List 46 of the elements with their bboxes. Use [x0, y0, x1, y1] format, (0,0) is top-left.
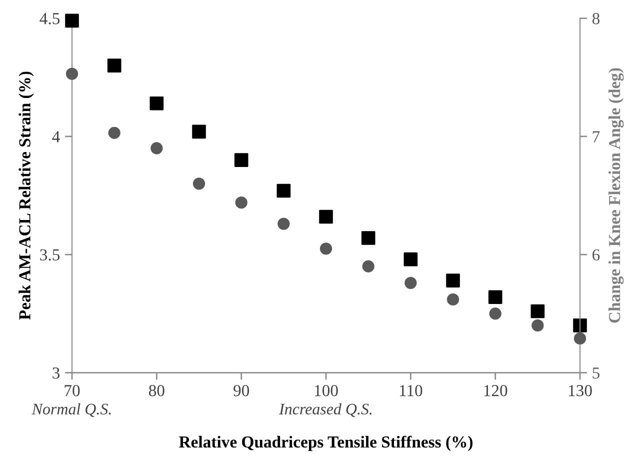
- point: [192, 178, 206, 190]
- x-axis-title: Relative Quadriceps Tensile Stiffness (%): [179, 436, 472, 452]
- point: [488, 290, 502, 304]
- point: [234, 153, 248, 167]
- x-tick-label: 120: [484, 384, 508, 396]
- y2-tick-label: 8: [592, 13, 600, 24]
- point: [574, 332, 586, 345]
- y-tick-label: 4.5: [40, 13, 60, 24]
- text: Normal Q.S.: [32, 403, 111, 417]
- text: Increased Q.S.: [278, 403, 372, 417]
- point: [573, 318, 587, 332]
- point: [150, 142, 163, 154]
- y2-tick-label: 7: [592, 131, 600, 142]
- point: [489, 308, 502, 320]
- point: [320, 242, 332, 255]
- point: [446, 274, 460, 288]
- point: [66, 68, 78, 80]
- point: [446, 293, 460, 306]
- y2-axis-title: Change in Knee Flexion Angle (deg): [608, 68, 624, 323]
- x-tick-label: 110: [400, 384, 422, 396]
- y-axis-title: Peak AM-ACL Relative Strain (%): [18, 72, 34, 320]
- point: [404, 252, 418, 266]
- point: [530, 304, 545, 318]
- point: [108, 126, 120, 139]
- x-tick-label: 80: [148, 384, 164, 396]
- y-tick-label: 3.5: [40, 249, 60, 261]
- point: [150, 96, 164, 110]
- point: [278, 218, 290, 230]
- point: [319, 210, 333, 224]
- point: [361, 231, 376, 245]
- x-tick-label: 100: [314, 384, 338, 396]
- y-tick-label: 3: [52, 367, 60, 379]
- point: [235, 196, 248, 209]
- x-tick-label: 130: [568, 384, 592, 396]
- point: [107, 58, 122, 72]
- x-tick-label: 70: [64, 384, 80, 396]
- point: [65, 14, 79, 28]
- point: [532, 319, 544, 332]
- x-tick-label: 90: [234, 384, 250, 396]
- y-tick-label: 4: [52, 131, 60, 142]
- point: [276, 184, 291, 198]
- point: [362, 260, 374, 272]
- point: [404, 276, 417, 289]
- point: [192, 124, 206, 139]
- y2-tick-label: 5: [592, 368, 600, 379]
- y2-tick-label: 6: [592, 249, 600, 261]
